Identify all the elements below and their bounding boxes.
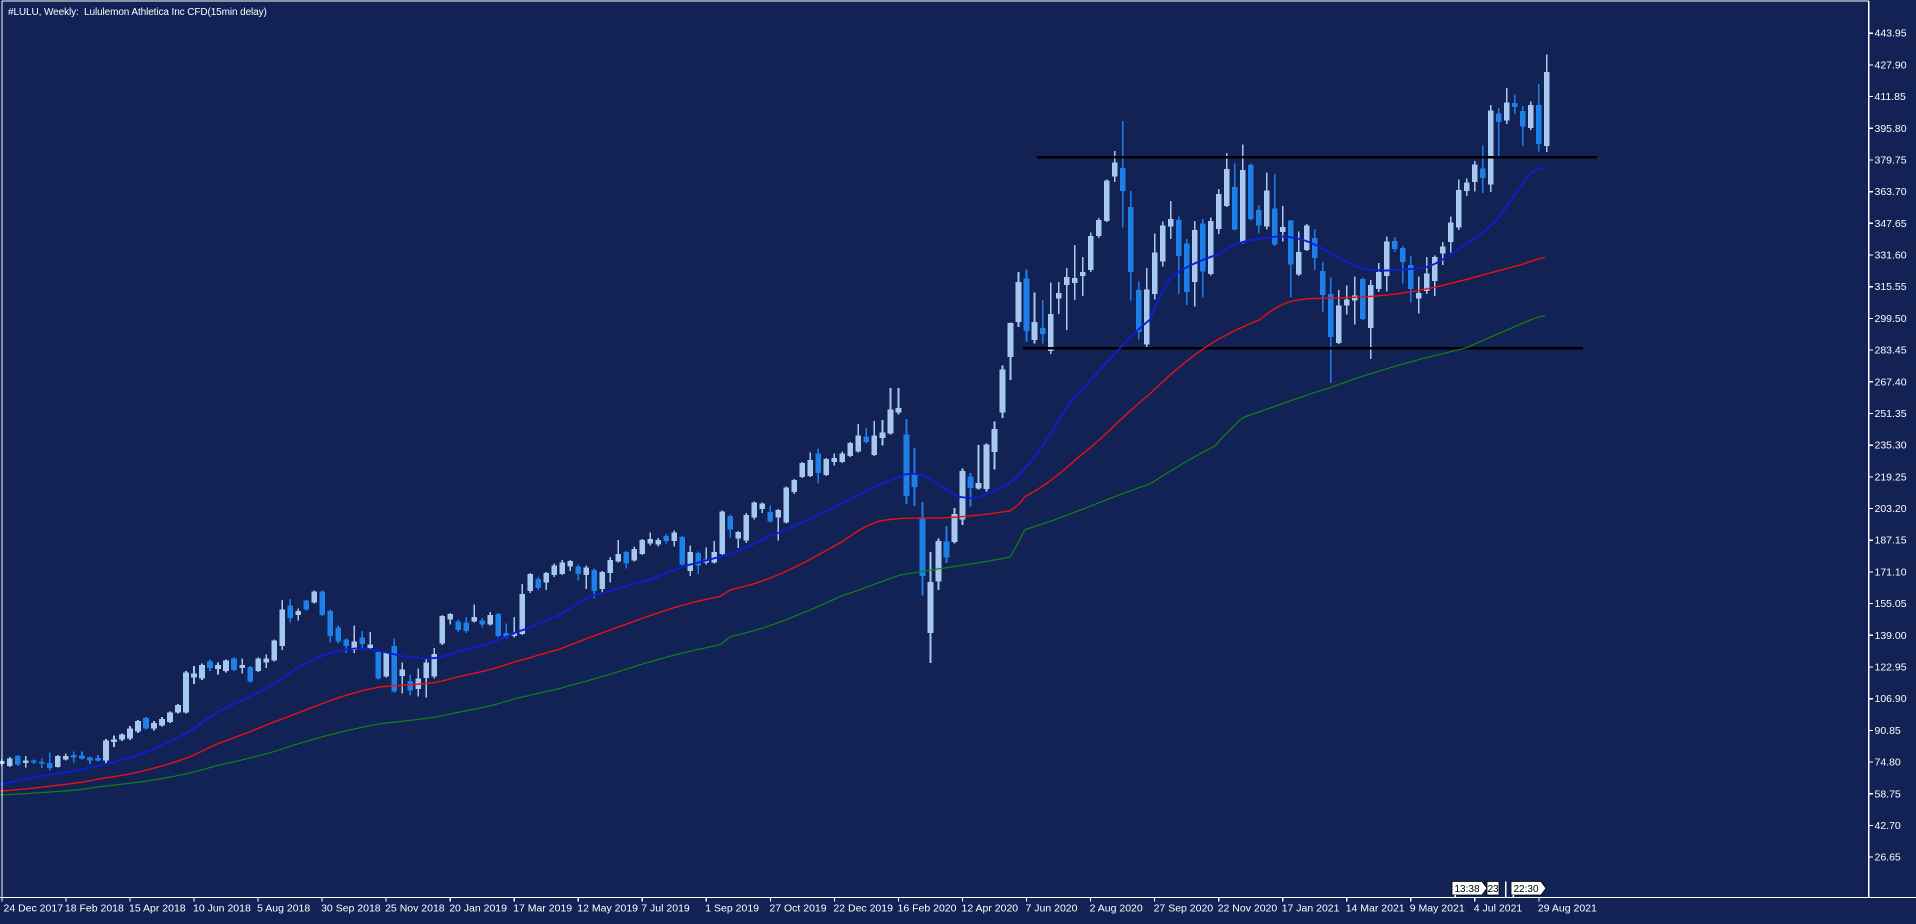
svg-text:13:38: 13:38 [1454, 884, 1479, 895]
svg-text:74.80: 74.80 [1875, 757, 1901, 769]
svg-text:1 Sep 2019: 1 Sep 2019 [705, 903, 759, 915]
svg-text:5 Aug 2018: 5 Aug 2018 [257, 903, 310, 915]
svg-text:171.10: 171.10 [1875, 566, 1907, 578]
svg-text:443.95: 443.95 [1875, 28, 1907, 40]
svg-text:155.05: 155.05 [1875, 598, 1907, 610]
svg-text:347.65: 347.65 [1875, 218, 1907, 230]
svg-text:22 Dec 2019: 22 Dec 2019 [833, 903, 893, 915]
svg-text:15 Apr 2018: 15 Apr 2018 [129, 903, 186, 915]
svg-text:42.70: 42.70 [1875, 820, 1901, 832]
svg-text:235.30: 235.30 [1875, 440, 1907, 452]
svg-text:363.70: 363.70 [1875, 186, 1907, 198]
svg-text:379.75: 379.75 [1875, 155, 1907, 167]
svg-text:17 Mar 2019: 17 Mar 2019 [513, 903, 572, 915]
svg-text:12 May 2019: 12 May 2019 [577, 903, 638, 915]
svg-text:27 Sep 2020: 27 Sep 2020 [1154, 903, 1214, 915]
svg-text:139.00: 139.00 [1875, 630, 1907, 642]
svg-text:331.60: 331.60 [1875, 250, 1907, 262]
svg-text:315.55: 315.55 [1875, 281, 1907, 293]
svg-text:219.25: 219.25 [1875, 471, 1907, 483]
svg-text:25 Nov 2018: 25 Nov 2018 [385, 903, 445, 915]
svg-text:16 Feb 2020: 16 Feb 2020 [898, 903, 957, 915]
svg-text:411.85: 411.85 [1875, 91, 1906, 103]
svg-text:267.40: 267.40 [1875, 376, 1907, 388]
svg-text:#LULU, Weekly: Lululemon Athl: #LULU, Weekly: Lululemon Athletica Inc C… [8, 7, 267, 18]
svg-text:9 May 2021: 9 May 2021 [1410, 903, 1465, 915]
svg-text:22 Nov 2020: 22 Nov 2020 [1218, 903, 1278, 915]
svg-text:29 Aug 2021: 29 Aug 2021 [1538, 903, 1597, 915]
svg-text:187.15: 187.15 [1875, 535, 1907, 547]
svg-text:203.20: 203.20 [1875, 503, 1907, 515]
svg-text:4 Jul 2021: 4 Jul 2021 [1474, 903, 1523, 915]
svg-text:299.50: 299.50 [1875, 313, 1907, 325]
svg-text:106.90: 106.90 [1875, 693, 1907, 705]
svg-text:30 Sep 2018: 30 Sep 2018 [321, 903, 381, 915]
svg-text:17 Jan 2021: 17 Jan 2021 [1282, 903, 1340, 915]
svg-text:12 Apr 2020: 12 Apr 2020 [962, 903, 1019, 915]
svg-text:251.35: 251.35 [1875, 408, 1907, 420]
svg-text:10 Jun 2018: 10 Jun 2018 [193, 903, 251, 915]
svg-text:7 Jun 2020: 7 Jun 2020 [1026, 903, 1078, 915]
svg-text:27 Oct 2019: 27 Oct 2019 [769, 903, 826, 915]
svg-text:58.75: 58.75 [1875, 788, 1901, 800]
svg-text:7 Jul 2019: 7 Jul 2019 [641, 903, 690, 915]
svg-text:24 Dec 2017: 24 Dec 2017 [4, 903, 64, 915]
svg-text:122.95: 122.95 [1875, 662, 1907, 674]
svg-text:14 Mar 2021: 14 Mar 2021 [1346, 903, 1405, 915]
svg-text:2 Aug 2020: 2 Aug 2020 [1090, 903, 1143, 915]
svg-text:283.45: 283.45 [1875, 345, 1907, 357]
svg-text:427.90: 427.90 [1875, 59, 1907, 71]
svg-text:23: 23 [1487, 884, 1499, 895]
svg-text:395.80: 395.80 [1875, 123, 1907, 135]
svg-text:90.85: 90.85 [1875, 725, 1901, 737]
svg-text:20 Jan 2019: 20 Jan 2019 [449, 903, 507, 915]
svg-text:18 Feb 2018: 18 Feb 2018 [65, 903, 124, 915]
svg-text:26.65: 26.65 [1875, 852, 1901, 864]
svg-text:22:30: 22:30 [1513, 884, 1538, 895]
